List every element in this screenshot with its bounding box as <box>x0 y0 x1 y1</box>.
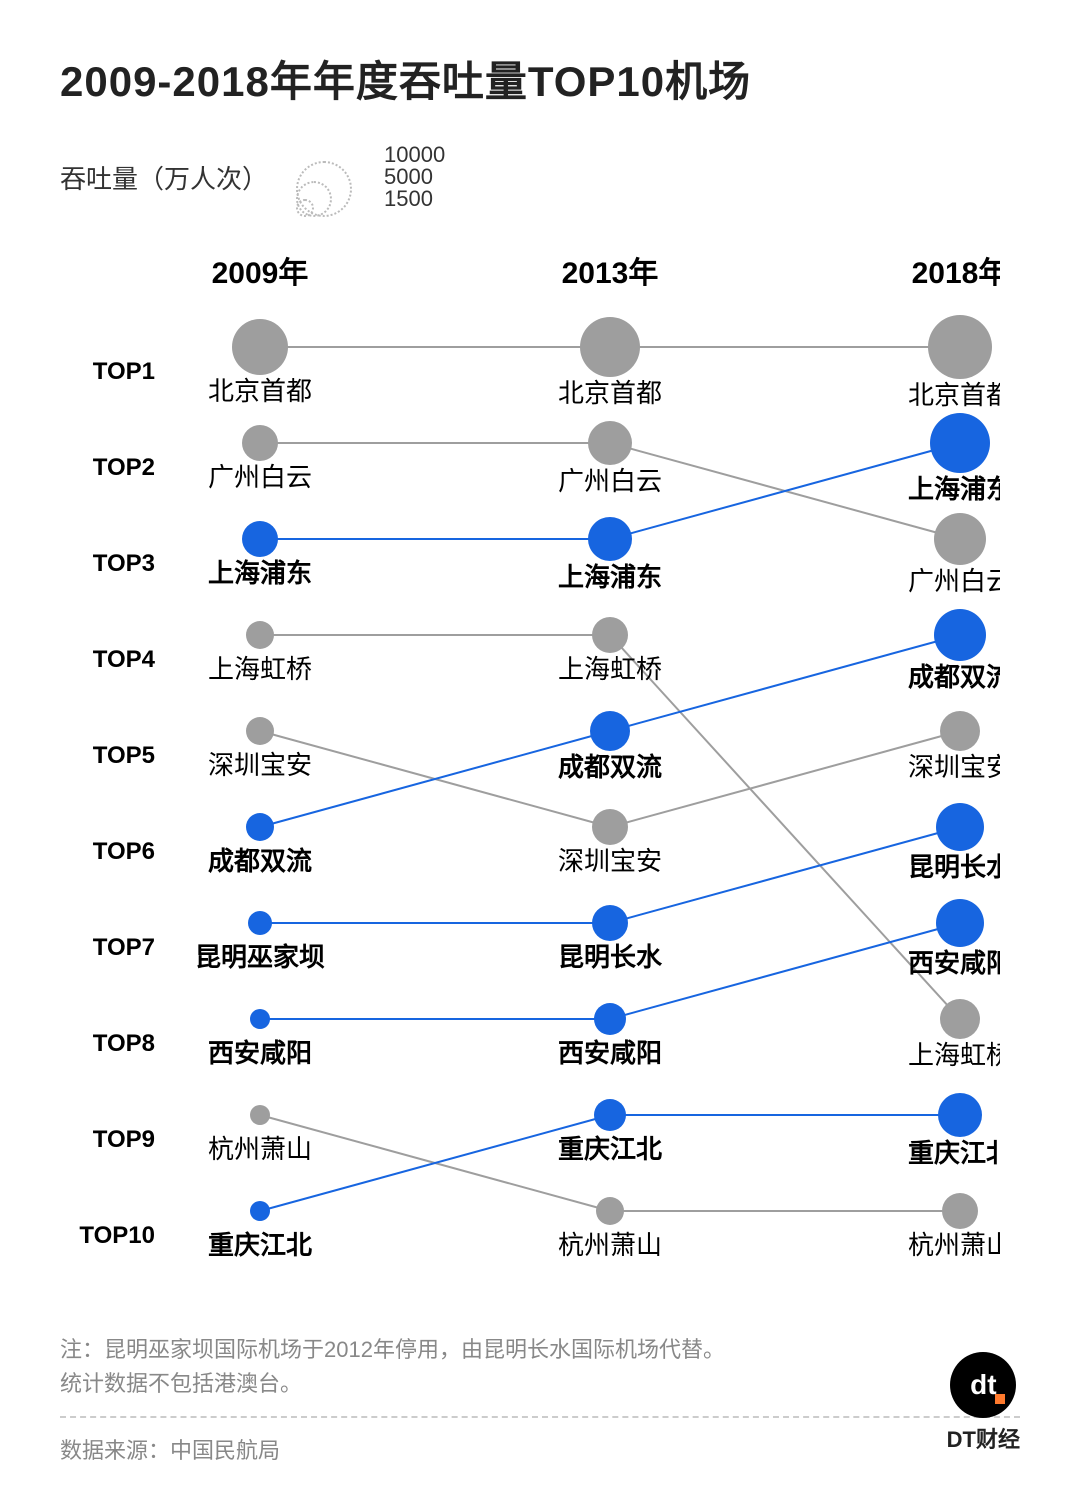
airport-node <box>242 425 278 461</box>
airport-node <box>942 1193 978 1229</box>
airport-label: 上海浦东 <box>558 562 662 592</box>
footnote-note1: 注：昆明巫家坝国际机场于2012年停用，由昆明长水国际机场代替。 <box>60 1335 1020 1365</box>
rank-label: TOP4 <box>93 646 156 673</box>
airport-label: 深圳宝安 <box>908 752 1000 782</box>
legend-size-circles <box>286 137 366 217</box>
rank-label: TOP9 <box>93 1126 155 1153</box>
legend: 吞吐量（万人次） 10000 5000 1500 <box>60 137 1020 217</box>
airport-node <box>936 899 984 947</box>
rank-label: TOP2 <box>93 454 155 481</box>
airport-node <box>940 711 980 751</box>
airport-label: 上海浦东 <box>208 558 312 588</box>
airport-label: 成都双流 <box>908 662 1000 692</box>
airport-node <box>246 621 274 649</box>
year-header: 2018年 <box>912 257 1000 290</box>
airport-node <box>594 1099 626 1131</box>
footnote-note2: 统计数据不包括港澳台。 <box>60 1369 1020 1399</box>
airport-label: 昆明巫家坝 <box>195 942 325 972</box>
airport-label: 深圳宝安 <box>558 846 662 876</box>
rank-label: TOP3 <box>93 550 155 577</box>
legend-tick-medium: 5000 <box>384 166 445 188</box>
footnote-divider <box>60 1416 1020 1418</box>
airport-node <box>242 521 278 557</box>
airport-label: 北京首都 <box>208 376 312 406</box>
rank-label: TOP7 <box>93 934 155 961</box>
airport-label: 上海虹桥 <box>558 654 662 684</box>
airport-node <box>930 413 990 473</box>
rank-label: TOP1 <box>93 358 155 385</box>
year-header: 2013年 <box>562 257 659 290</box>
airport-node <box>936 803 984 851</box>
airport-node <box>596 1197 624 1225</box>
brand-name: DT财经 <box>947 1422 1020 1454</box>
airport-node <box>934 609 986 661</box>
airport-label: 上海虹桥 <box>208 654 312 684</box>
legend-label: 吞吐量（万人次） <box>60 159 268 196</box>
airport-node <box>232 319 288 375</box>
airport-node <box>590 711 630 751</box>
rank-label: TOP10 <box>79 1222 155 1249</box>
airport-label: 昆明长水 <box>558 942 663 972</box>
airport-node <box>250 1009 270 1029</box>
airport-label: 上海虹桥 <box>908 1040 1000 1070</box>
airport-label: 杭州萧山 <box>908 1230 1000 1260</box>
airport-label: 广州白云 <box>208 462 312 492</box>
airport-label: 广州白云 <box>558 466 662 496</box>
airport-label: 成都双流 <box>558 752 662 782</box>
airport-label: 重庆江北 <box>558 1134 662 1164</box>
bump-chart: 2009年 2013年 2018年 TOP1 TOP2 TOP3 TOP4 TOP5 TOP6 T… <box>60 247 1020 1307</box>
page-title: 2009-2018年年度吞吐量TOP10机场 <box>60 48 1020 109</box>
footnotes: 注：昆明巫家坝国际机场于2012年停用，由昆明长水国际机场代替。 统计数据不包括… <box>60 1335 1020 1466</box>
rank-label: TOP8 <box>93 1030 155 1057</box>
airport-label: 昆明长水 <box>908 852 1000 882</box>
brand-logo-icon: dt <box>950 1352 1016 1418</box>
airport-label: 西安咸阳 <box>208 1038 312 1068</box>
brand: dt DT财经 <box>947 1352 1020 1454</box>
legend-tick-large: 10000 <box>384 144 445 166</box>
airport-label: 深圳宝安 <box>208 750 312 780</box>
airport-label: 成都双流 <box>208 846 312 876</box>
year-header: 2009年 <box>212 257 309 290</box>
airport-node <box>938 1093 982 1137</box>
airport-label: 广州白云 <box>908 566 1000 596</box>
airport-node <box>592 617 628 653</box>
airport-node <box>594 1003 626 1035</box>
brand-logo-text: dt <box>970 1369 996 1401</box>
airport-node <box>934 513 986 565</box>
airport-node <box>940 999 980 1039</box>
airport-label: 西安咸阳 <box>908 948 1000 978</box>
rank-label: TOP6 <box>93 838 155 865</box>
airport-node <box>588 517 632 561</box>
airport-label: 上海浦东 <box>908 474 1000 504</box>
airport-label: 重庆江北 <box>908 1138 1000 1168</box>
airport-label: 北京首都 <box>908 380 1000 410</box>
airport-node <box>928 315 992 379</box>
airport-label: 重庆江北 <box>208 1230 312 1260</box>
rank-label: TOP5 <box>93 742 155 769</box>
footnote-source: 数据来源：中国民航局 <box>60 1436 1020 1466</box>
airport-node <box>246 717 274 745</box>
airport-node <box>588 421 632 465</box>
airport-label: 杭州萧山 <box>208 1134 312 1164</box>
airport-node <box>250 1201 270 1221</box>
airport-label: 北京首都 <box>558 378 662 408</box>
airport-node <box>250 1105 270 1125</box>
airport-node <box>580 317 640 377</box>
airport-label: 西安咸阳 <box>558 1038 662 1068</box>
airport-node <box>592 809 628 845</box>
brand-logo-dot-icon <box>995 1394 1005 1404</box>
legend-size-ticks: 10000 5000 1500 <box>384 144 445 210</box>
airport-node <box>246 813 274 841</box>
airport-label: 杭州萧山 <box>558 1230 662 1260</box>
airport-node <box>248 911 272 935</box>
legend-tick-small: 1500 <box>384 188 445 210</box>
airport-node <box>592 905 628 941</box>
